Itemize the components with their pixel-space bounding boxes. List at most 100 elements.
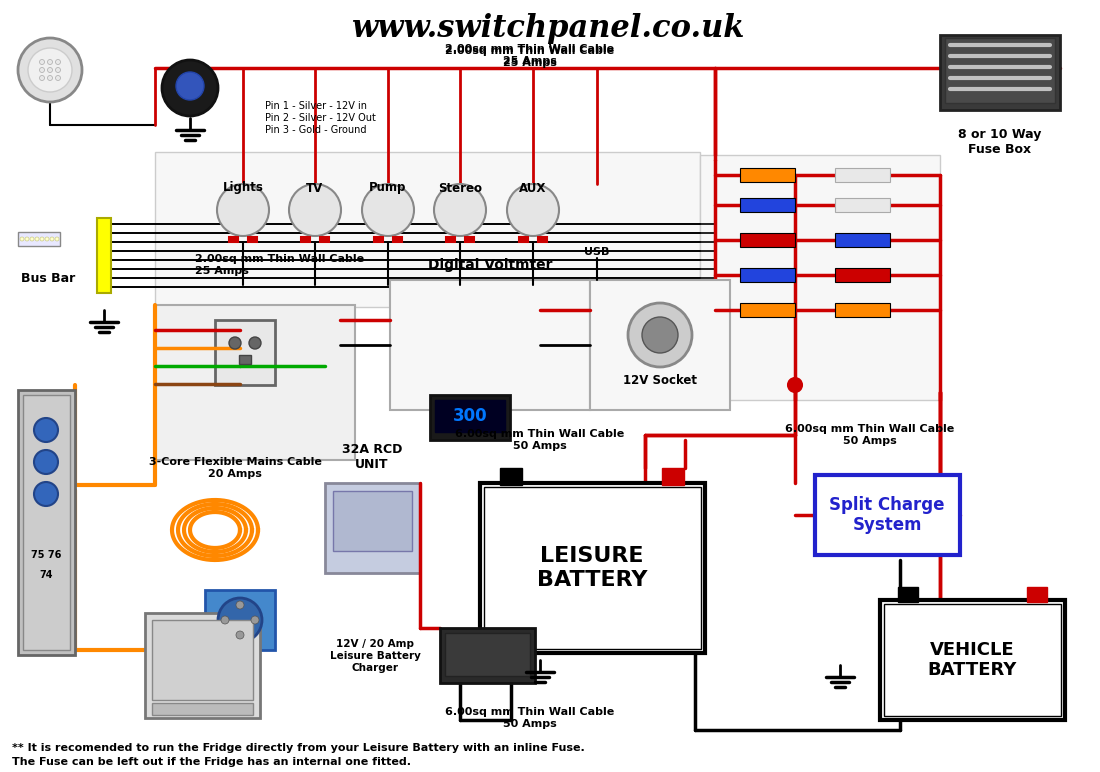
Bar [18, 390, 75, 655]
Bar [662, 468, 684, 485]
Text: ** It is recomended to run the Fridge directly from your Leisure Battery with an: ** It is recomended to run the Fridge di… [12, 743, 585, 753]
Bar [740, 168, 795, 182]
Text: Digital Voltmter: Digital Voltmter [428, 258, 552, 272]
Circle shape [507, 184, 559, 236]
Text: 6.00sq mm Thin Wall Cable
50 Amps: 6.00sq mm Thin Wall Cable 50 Amps [446, 707, 615, 729]
Bar [23, 395, 70, 650]
Bar [390, 278, 690, 408]
Text: USB: USB [584, 247, 609, 257]
Circle shape [40, 67, 44, 73]
Circle shape [176, 72, 204, 100]
Circle shape [221, 616, 229, 624]
Text: 32A RCD
UNIT: 32A RCD UNIT [342, 443, 403, 471]
Circle shape [434, 184, 486, 236]
Text: 3-Core Flexible Mains Cable
20 Amps: 3-Core Flexible Mains Cable 20 Amps [148, 457, 321, 479]
Bar [835, 168, 890, 182]
Circle shape [55, 67, 60, 73]
Bar [446, 633, 530, 676]
Circle shape [45, 237, 50, 241]
Text: 12V / 20 Amp
Leisure Battery
Charger: 12V / 20 Amp Leisure Battery Charger [330, 639, 420, 672]
Circle shape [251, 616, 258, 624]
Bar [815, 475, 960, 555]
Bar [229, 237, 238, 242]
Text: 74: 74 [40, 570, 53, 580]
Text: TV: TV [307, 181, 323, 195]
Circle shape [362, 184, 414, 236]
Bar [155, 152, 700, 307]
Bar [1027, 587, 1047, 602]
Bar [18, 232, 60, 246]
Text: Pump: Pump [370, 181, 407, 195]
Text: 6.00sq mm Thin Wall Cable
50 Amps: 6.00sq mm Thin Wall Cable 50 Amps [455, 429, 625, 451]
Bar [465, 237, 474, 242]
Text: 2.00sq mm Thin Wall Cable
25 Amps: 2.00sq mm Thin Wall Cable 25 Amps [446, 46, 615, 68]
Text: Lights: Lights [222, 181, 263, 195]
Text: AUX: AUX [519, 181, 547, 195]
Text: 2.00sq mm Thin Wall Cable
25 Amps: 2.00sq mm Thin Wall Cable 25 Amps [195, 254, 364, 276]
Bar [333, 491, 412, 551]
Bar [155, 305, 355, 460]
Bar [374, 237, 383, 242]
Bar [390, 280, 590, 410]
Bar [740, 233, 795, 247]
Bar [152, 703, 253, 715]
Bar [740, 198, 795, 212]
Circle shape [35, 237, 39, 241]
Text: Pin 1 - Silver - 12V in
Pin 2 - Silver - 12V Out
Pin 3 - Gold - Ground: Pin 1 - Silver - 12V in Pin 2 - Silver -… [265, 101, 376, 134]
Text: 2.00sq mm Thin Wall Cable
25 Amps: 2.00sq mm Thin Wall Cable 25 Amps [446, 44, 615, 66]
Bar [740, 268, 795, 282]
Circle shape [162, 60, 218, 116]
Bar [880, 600, 1065, 720]
Circle shape [47, 67, 53, 73]
Bar [97, 218, 111, 293]
Circle shape [40, 76, 44, 80]
Text: 75 76: 75 76 [31, 550, 62, 560]
Circle shape [289, 184, 341, 236]
Bar [446, 237, 455, 242]
Circle shape [55, 237, 59, 241]
Bar [205, 590, 275, 650]
Circle shape [55, 59, 60, 65]
Bar [835, 233, 890, 247]
Bar [320, 237, 329, 242]
Bar [945, 38, 1055, 103]
Circle shape [642, 317, 678, 353]
Circle shape [40, 59, 44, 65]
Circle shape [50, 237, 54, 241]
Circle shape [236, 631, 244, 639]
Circle shape [25, 237, 29, 241]
Bar [248, 237, 257, 242]
Circle shape [249, 337, 261, 349]
Bar [152, 620, 253, 700]
Bar [898, 587, 918, 602]
Circle shape [20, 237, 24, 241]
Circle shape [18, 38, 82, 102]
Text: Split Charge
System: Split Charge System [829, 496, 945, 534]
Bar [393, 237, 402, 242]
Bar [301, 237, 310, 242]
Bar [145, 613, 260, 718]
Bar [484, 487, 701, 649]
Circle shape [217, 184, 270, 236]
Bar [500, 468, 522, 485]
Circle shape [28, 48, 72, 92]
Text: The Fuse can be left out if the Fridge has an internal one fitted.: The Fuse can be left out if the Fridge h… [12, 757, 411, 767]
Bar [214, 320, 275, 385]
Bar [239, 355, 251, 364]
Circle shape [34, 450, 58, 474]
Circle shape [47, 59, 53, 65]
Bar [324, 483, 420, 573]
Circle shape [55, 76, 60, 80]
Text: 8 or 10 Way
Fuse Box: 8 or 10 Way Fuse Box [958, 128, 1042, 156]
Text: Stereo: Stereo [438, 181, 482, 195]
Circle shape [218, 598, 262, 642]
Bar [440, 628, 535, 683]
Text: 300: 300 [453, 407, 487, 425]
Circle shape [236, 601, 244, 609]
Circle shape [40, 237, 44, 241]
Bar [430, 395, 510, 440]
Bar [835, 198, 890, 212]
Text: LEISURE
BATTERY: LEISURE BATTERY [537, 547, 647, 590]
Circle shape [34, 418, 58, 442]
Bar [434, 400, 505, 432]
